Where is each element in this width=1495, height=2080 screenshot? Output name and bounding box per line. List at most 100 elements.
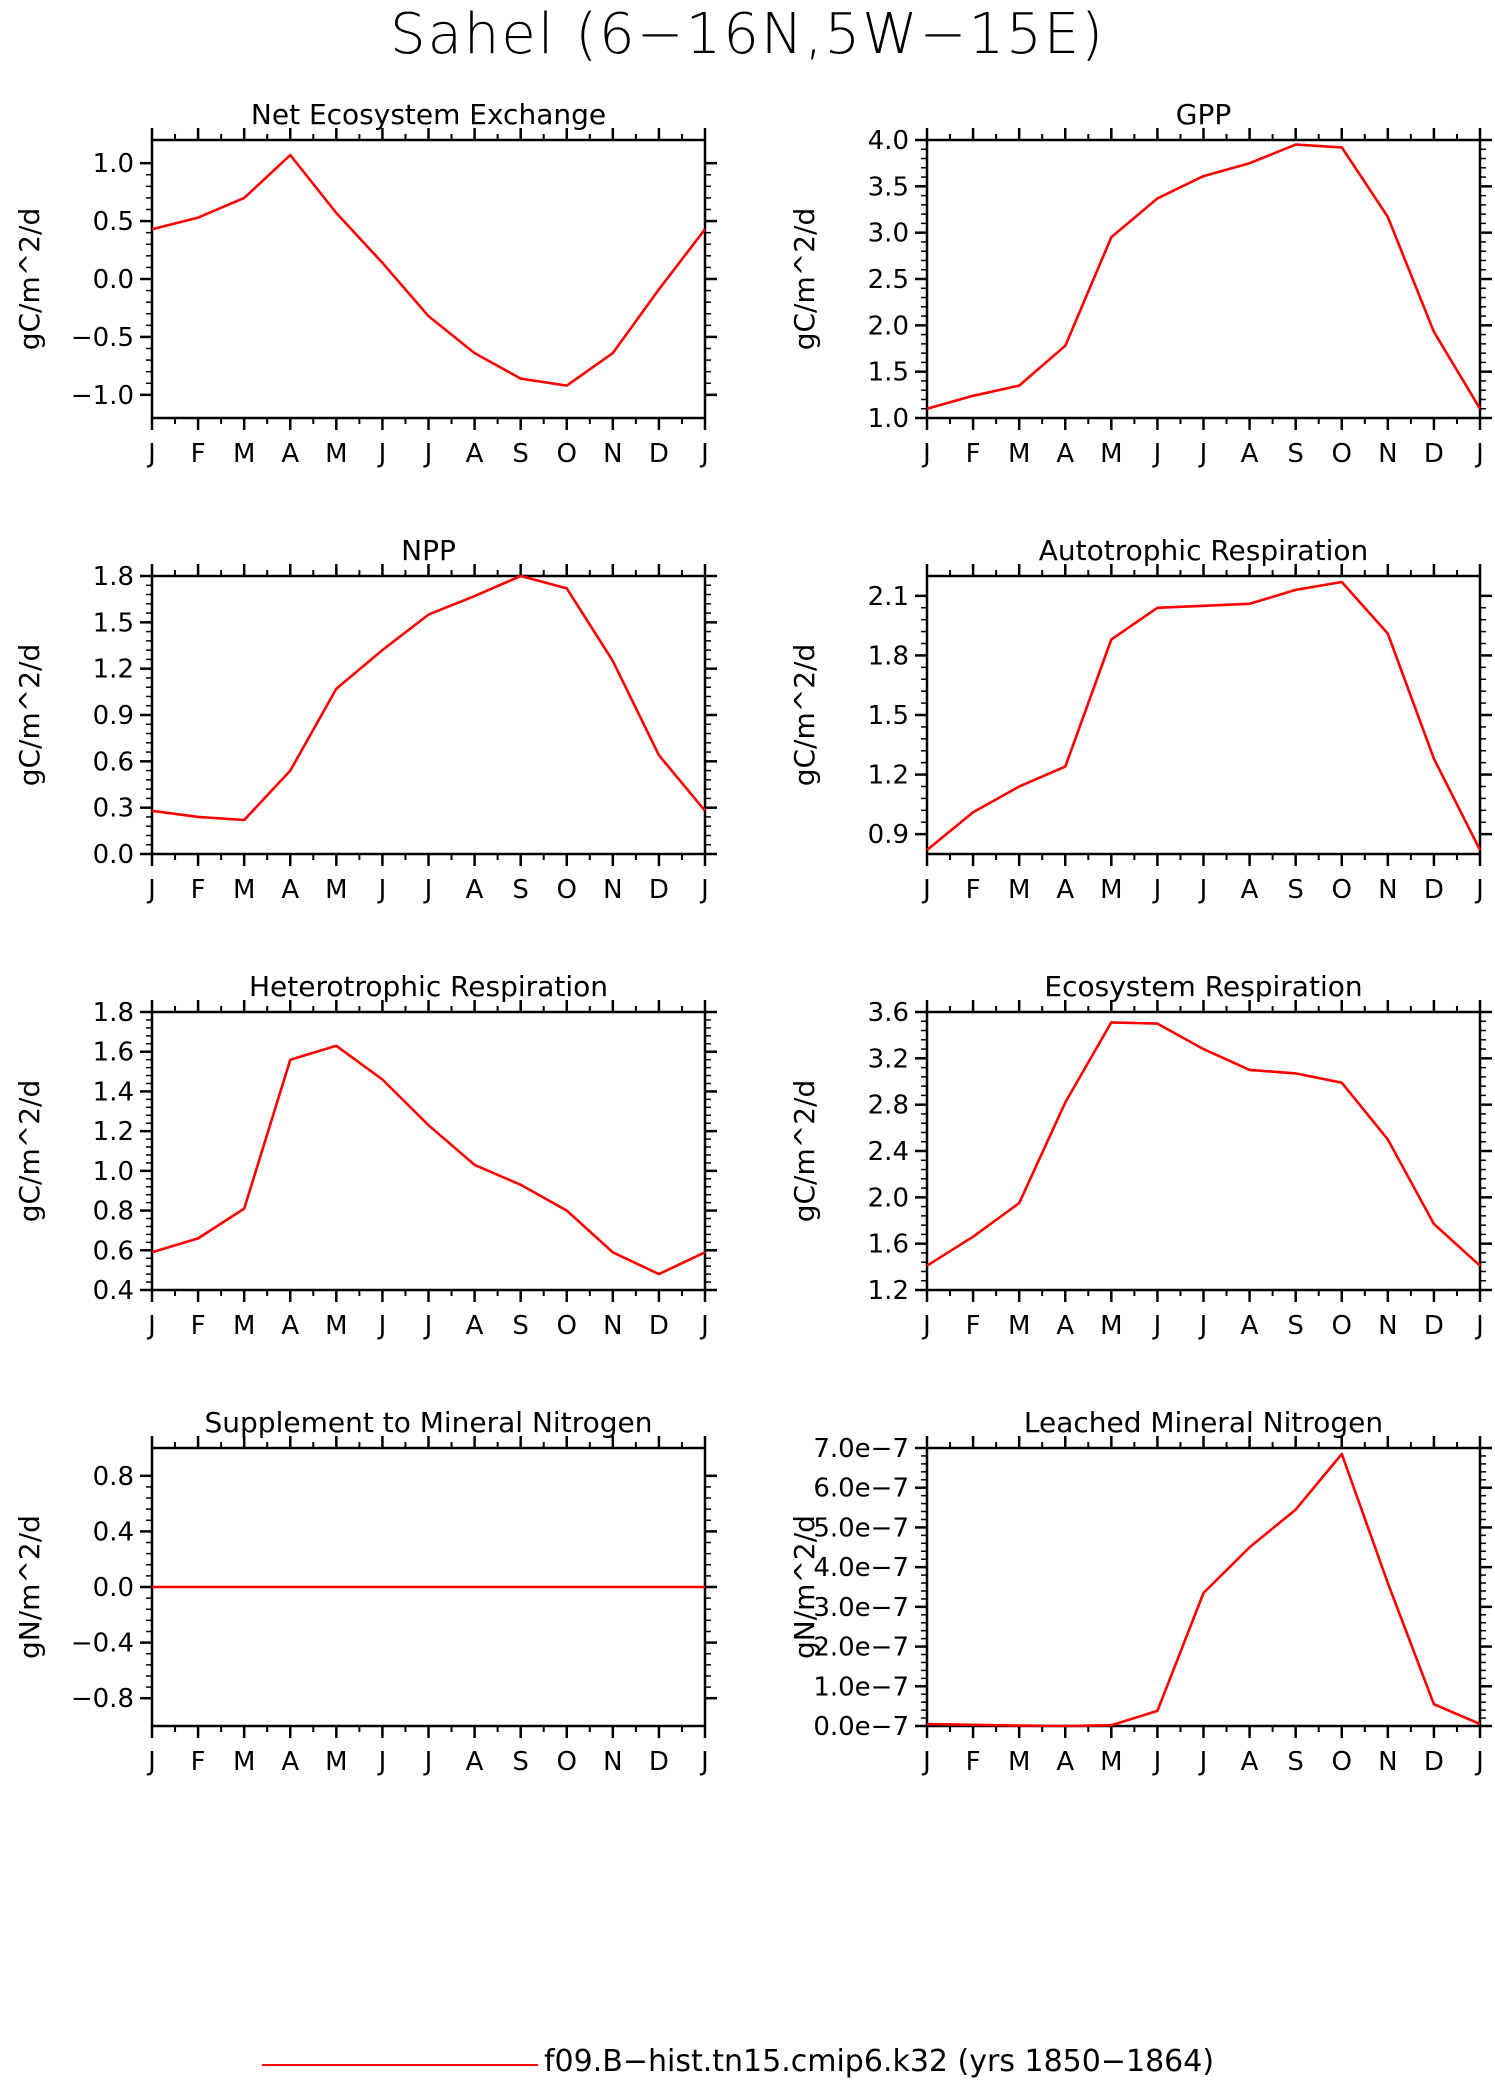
x-tick-label: J bbox=[1152, 1311, 1162, 1341]
x-tick-label: M bbox=[1008, 1311, 1030, 1341]
x-tick-label: J bbox=[377, 1747, 387, 1777]
y-tick-label: 2.0e−7 bbox=[813, 1633, 909, 1663]
y-tick-label: 0.0 bbox=[93, 265, 134, 295]
x-tick-label: M bbox=[325, 439, 347, 469]
x-tick-label: A bbox=[466, 1311, 484, 1341]
y-tick-label: 0.0e−7 bbox=[813, 1712, 909, 1742]
y-tick-label: 1.8 bbox=[93, 562, 134, 592]
y-tick-label: 1.5 bbox=[868, 701, 909, 731]
y-tick-label: 0.5 bbox=[93, 207, 134, 237]
y-tick-label: 1.0 bbox=[93, 149, 134, 179]
y-tick-label: 1.0 bbox=[868, 404, 909, 434]
x-tick-label: J bbox=[699, 875, 709, 905]
x-tick-label: F bbox=[966, 439, 981, 469]
x-tick-label: M bbox=[1100, 1747, 1122, 1777]
y-tick-label: 6.0e−7 bbox=[813, 1474, 909, 1504]
series-line bbox=[152, 576, 705, 820]
y-tick-label: 0.6 bbox=[93, 1236, 134, 1266]
y-tick-label: 1.0e−7 bbox=[813, 1672, 909, 1702]
y-tick-label: 5.0e−7 bbox=[813, 1513, 909, 1543]
y-tick-label: 0.8 bbox=[93, 1462, 134, 1492]
x-tick-label: J bbox=[1152, 875, 1162, 905]
x-tick-label: J bbox=[377, 439, 387, 469]
series-line bbox=[927, 145, 1480, 409]
x-tick-label: F bbox=[191, 875, 206, 905]
y-tick-label: 3.0 bbox=[868, 219, 909, 249]
x-tick-label: A bbox=[1056, 439, 1074, 469]
x-tick-label: J bbox=[921, 1747, 931, 1777]
plot-frame bbox=[927, 1448, 1480, 1726]
y-tick-label: 0.4 bbox=[93, 1517, 134, 1547]
y-tick-label: 2.0 bbox=[868, 1183, 909, 1213]
x-tick-label: M bbox=[233, 1311, 255, 1341]
x-tick-label: J bbox=[1474, 1311, 1484, 1341]
y-tick-label: 1.2 bbox=[93, 655, 134, 685]
plot-frame bbox=[152, 1012, 705, 1290]
y-tick-label: 0.3 bbox=[93, 794, 134, 824]
x-tick-label: J bbox=[423, 439, 433, 469]
x-tick-label: J bbox=[1474, 439, 1484, 469]
x-tick-label: S bbox=[1287, 439, 1304, 469]
x-tick-label: A bbox=[1241, 875, 1259, 905]
x-tick-label: D bbox=[1424, 875, 1444, 905]
x-tick-label: A bbox=[1056, 1311, 1074, 1341]
x-tick-label: A bbox=[281, 1311, 299, 1341]
x-tick-label: A bbox=[466, 875, 484, 905]
y-tick-label: 2.5 bbox=[868, 265, 909, 295]
x-tick-label: A bbox=[1241, 1747, 1259, 1777]
plot-frame bbox=[927, 576, 1480, 854]
y-tick-label: 2.4 bbox=[868, 1137, 909, 1167]
plot-frame bbox=[152, 140, 705, 418]
x-tick-label: J bbox=[1198, 1747, 1208, 1777]
y-tick-label: 0.9 bbox=[868, 820, 909, 850]
x-tick-label: M bbox=[325, 1747, 347, 1777]
x-tick-label: D bbox=[649, 1311, 669, 1341]
x-tick-label: S bbox=[512, 1747, 529, 1777]
y-tick-label: 1.6 bbox=[868, 1230, 909, 1260]
x-tick-label: J bbox=[1474, 875, 1484, 905]
x-tick-label: O bbox=[1332, 1747, 1352, 1777]
x-tick-label: F bbox=[966, 1747, 981, 1777]
x-tick-label: M bbox=[1100, 439, 1122, 469]
x-tick-label: F bbox=[966, 875, 981, 905]
y-tick-label: −0.5 bbox=[71, 323, 134, 353]
x-tick-label: N bbox=[603, 1747, 622, 1777]
x-tick-label: J bbox=[1198, 875, 1208, 905]
x-tick-label: M bbox=[1100, 1311, 1122, 1341]
x-tick-label: J bbox=[146, 875, 156, 905]
legend-label: f09.B−hist.tn15.cmip6.k32 (yrs 1850−1864… bbox=[544, 2044, 1214, 2079]
y-tick-label: 2.8 bbox=[868, 1091, 909, 1121]
series-line bbox=[927, 1022, 1480, 1265]
y-tick-label: 3.5 bbox=[868, 172, 909, 202]
x-tick-label: M bbox=[325, 875, 347, 905]
x-tick-label: J bbox=[1152, 1747, 1162, 1777]
y-tick-label: 1.4 bbox=[93, 1077, 134, 1107]
y-tick-label: 0.0 bbox=[93, 1573, 134, 1603]
x-tick-label: O bbox=[1332, 1311, 1352, 1341]
x-tick-label: N bbox=[1378, 1311, 1397, 1341]
x-tick-label: J bbox=[423, 875, 433, 905]
x-tick-label: O bbox=[1332, 439, 1352, 469]
y-tick-label: 0.9 bbox=[93, 701, 134, 731]
y-tick-label: −1.0 bbox=[71, 381, 134, 411]
x-tick-label: D bbox=[1424, 1311, 1444, 1341]
x-tick-label: A bbox=[281, 1747, 299, 1777]
x-tick-label: J bbox=[921, 875, 931, 905]
x-tick-label: A bbox=[281, 439, 299, 469]
y-tick-label: 7.0e−7 bbox=[813, 1434, 909, 1464]
series-line bbox=[927, 582, 1480, 850]
